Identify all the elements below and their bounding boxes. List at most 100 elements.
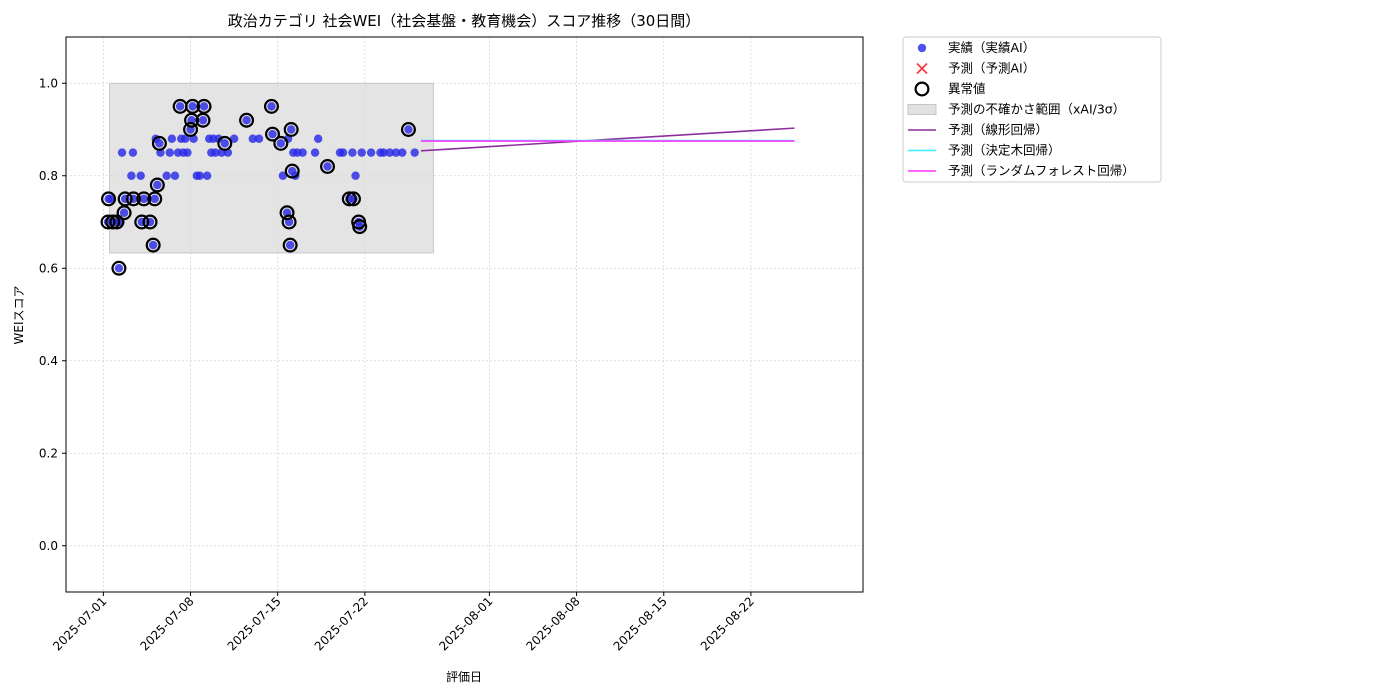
anomaly-marker xyxy=(263,98,279,114)
actual-point xyxy=(286,125,296,134)
anomaly-marker xyxy=(184,112,200,128)
actual-point xyxy=(167,134,177,143)
actual-point xyxy=(313,134,323,143)
anomaly-marker xyxy=(109,214,125,230)
legend-uncertainty-swatch xyxy=(907,104,937,115)
x-tick-label: 2025-08-15 xyxy=(611,594,670,653)
y-axis-title: WEIスコア xyxy=(12,286,26,345)
actual-point xyxy=(211,148,220,157)
actual-point xyxy=(338,148,348,157)
anomaly-marker xyxy=(352,219,368,235)
anomaly-marker xyxy=(100,214,116,230)
actual-point xyxy=(268,129,277,139)
anomaly-marker xyxy=(196,98,212,114)
actual-point xyxy=(181,134,190,143)
actual-point xyxy=(162,171,171,180)
actual-point xyxy=(310,148,320,157)
legend-label: 予測（予測AI） xyxy=(948,61,1035,76)
anomaly-marker xyxy=(136,191,152,207)
anomaly-marker xyxy=(149,177,165,193)
actual-point xyxy=(229,134,239,143)
anomaly-marker xyxy=(273,135,289,151)
anomaly-marker xyxy=(147,191,163,207)
actual-point xyxy=(278,171,288,180)
actual-point xyxy=(188,102,197,111)
actual-point xyxy=(202,171,212,180)
actual-point xyxy=(267,102,276,111)
actual-point xyxy=(148,240,158,250)
uncertainty-band xyxy=(109,82,434,254)
actual-point xyxy=(170,171,180,180)
actual-point xyxy=(136,171,145,180)
anomaly-marker xyxy=(151,135,167,151)
actual-point xyxy=(117,148,127,157)
x-tick-label: 2025-07-08 xyxy=(137,594,196,653)
actual-point xyxy=(195,171,205,180)
actual-point xyxy=(348,148,357,157)
y-tick-label: 0.6 xyxy=(39,261,58,275)
x-tick-label: 2025-08-08 xyxy=(523,594,582,653)
actual-point xyxy=(285,240,295,250)
actual-point xyxy=(155,139,164,148)
y-tick-label: 0.8 xyxy=(39,169,58,183)
anomaly-marker xyxy=(345,191,361,207)
anomaly-marker xyxy=(111,260,127,276)
anomaly-marker xyxy=(125,191,141,207)
chart-title: 政治カテゴリ 社会WEI（社会基盤・教育機会）スコア推移（30日間） xyxy=(228,12,701,30)
actual-point xyxy=(150,194,159,204)
anomaly-marker xyxy=(284,163,300,179)
actual-point xyxy=(198,116,208,125)
actual-point xyxy=(391,148,401,157)
legend-predicted-swatch xyxy=(916,62,928,75)
actual-point xyxy=(153,180,162,190)
anomaly-marker xyxy=(183,121,199,137)
actual-point xyxy=(114,264,124,273)
anomaly-marker xyxy=(145,237,161,253)
anomaly-marker xyxy=(217,135,233,151)
actual-point xyxy=(119,208,129,217)
anomaly-marker xyxy=(142,214,158,230)
legend-actual-swatch xyxy=(917,43,927,53)
actual-point xyxy=(242,116,251,125)
actual-point xyxy=(385,148,394,157)
anomaly-marker xyxy=(279,205,295,221)
linear-forecast-line xyxy=(420,127,795,152)
anomaly-marker xyxy=(116,205,132,221)
actual-point xyxy=(357,148,366,157)
actual-point xyxy=(220,139,229,148)
actual-point xyxy=(248,134,257,143)
anomaly-marker xyxy=(320,159,336,175)
anomaly-marker xyxy=(341,191,357,207)
actual-point xyxy=(183,148,192,157)
uncertainty-band-rect xyxy=(109,82,434,254)
x-tick-label: 2025-08-22 xyxy=(698,594,757,653)
x-tick-label: 2025-07-22 xyxy=(312,594,371,653)
legend-label: 予測（線形回帰） xyxy=(948,122,1048,137)
actual-point xyxy=(410,148,419,157)
y-axis: 0.0 0.2 0.4 0.6 0.8 1.0 xyxy=(39,76,66,553)
actual-point xyxy=(276,139,286,148)
actual-point xyxy=(351,171,360,180)
legend-label: 予測（決定木回帰） xyxy=(948,143,1061,158)
anomaly-marker xyxy=(282,237,298,253)
legend-anomaly-swatch xyxy=(914,81,930,97)
anomaly-marker xyxy=(105,214,121,230)
y-tick-label: 0.2 xyxy=(39,446,58,460)
actual-point xyxy=(298,148,307,157)
actual-point xyxy=(199,102,209,111)
actual-point xyxy=(404,125,413,134)
forecast-lines xyxy=(420,127,795,152)
actual-point xyxy=(323,162,332,171)
legend-label: 予測の不確かさ範囲（xAI/3σ） xyxy=(948,102,1125,117)
actual-point xyxy=(106,194,115,204)
actual-point xyxy=(398,148,407,157)
actual-point xyxy=(175,102,185,111)
y-tick-label: 0.4 xyxy=(39,354,58,368)
anomaly-marker xyxy=(101,191,117,207)
anomaly-markers xyxy=(100,98,416,276)
x-axis: 2025-07-01 2025-07-08 2025-07-15 2025-07-22… xyxy=(50,592,757,653)
anomaly-marker xyxy=(134,214,150,230)
anomaly-marker xyxy=(185,98,201,114)
